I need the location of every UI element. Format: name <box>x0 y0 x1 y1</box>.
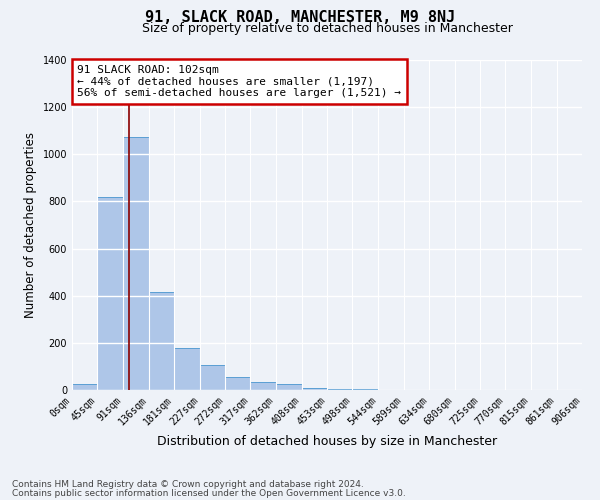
Bar <box>97 196 123 390</box>
Bar <box>149 292 174 390</box>
Bar <box>327 389 352 390</box>
Bar <box>225 377 250 390</box>
Text: Contains HM Land Registry data © Crown copyright and database right 2024.: Contains HM Land Registry data © Crown c… <box>12 480 364 489</box>
Bar <box>174 348 200 390</box>
Bar <box>72 384 97 390</box>
Title: Size of property relative to detached houses in Manchester: Size of property relative to detached ho… <box>142 22 512 35</box>
Text: 91, SLACK ROAD, MANCHESTER, M9 8NJ: 91, SLACK ROAD, MANCHESTER, M9 8NJ <box>145 10 455 25</box>
Bar <box>302 388 327 390</box>
Text: Contains public sector information licensed under the Open Government Licence v3: Contains public sector information licen… <box>12 488 406 498</box>
Bar <box>200 365 225 390</box>
Bar <box>123 136 149 390</box>
Text: 91 SLACK ROAD: 102sqm
← 44% of detached houses are smaller (1,197)
56% of semi-d: 91 SLACK ROAD: 102sqm ← 44% of detached … <box>77 65 401 98</box>
Bar <box>250 382 276 390</box>
Y-axis label: Number of detached properties: Number of detached properties <box>24 132 37 318</box>
Bar <box>276 384 302 390</box>
X-axis label: Distribution of detached houses by size in Manchester: Distribution of detached houses by size … <box>157 435 497 448</box>
